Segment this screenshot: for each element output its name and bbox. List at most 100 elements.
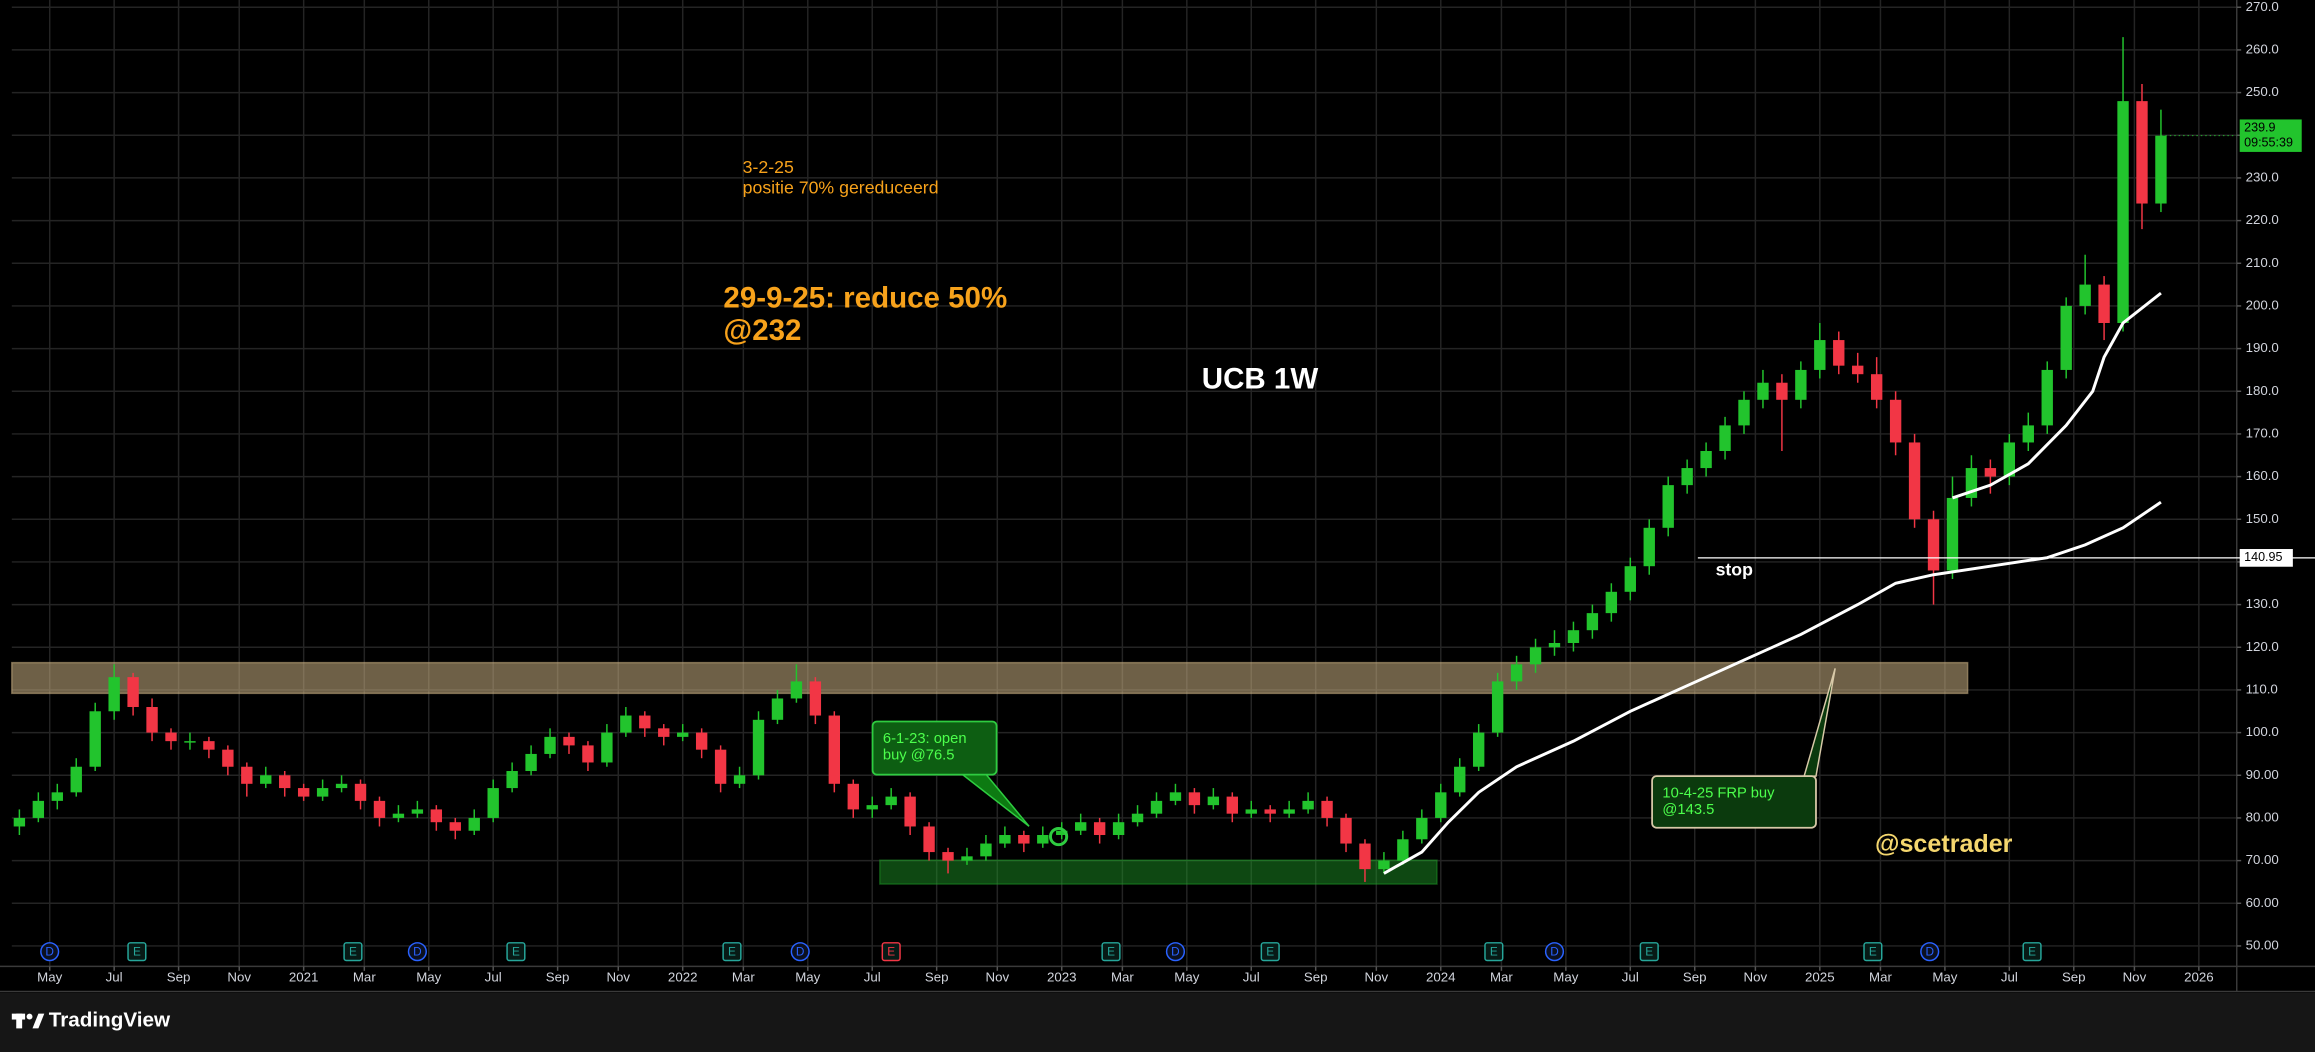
x-tick-label: Sep [167, 970, 191, 985]
event-label: E [512, 945, 520, 959]
candle-body [1833, 340, 1845, 366]
candle-body [411, 809, 424, 814]
last-price-label: 239.9 [2244, 121, 2275, 135]
candle-body [790, 681, 803, 699]
entry-circle [1048, 826, 1069, 847]
candle-body [51, 792, 63, 801]
x-tick-label: Sep [1304, 970, 1328, 985]
logo-part [26, 1013, 33, 1020]
event-label: D [45, 945, 54, 959]
candle-body [582, 745, 594, 763]
x-tick-label: Nov [986, 970, 1010, 985]
moving-averages [1383, 291, 2162, 875]
event-marker [1544, 942, 1565, 962]
candle-body [1056, 830, 1068, 836]
candle-body [222, 749, 234, 767]
event-label: D [1550, 945, 1559, 959]
x-tick-label: May [1932, 970, 1957, 985]
annotation: @232 [723, 314, 801, 347]
candle-body [1454, 766, 1466, 793]
y-tick-label: 120.0 [2246, 639, 2279, 654]
candle-body [2022, 425, 2034, 443]
x-tick-label: Jul [864, 970, 881, 985]
candle-body [2117, 101, 2129, 323]
callout-box [1651, 775, 1817, 829]
callout-text: 10-4-25 FRP buy [1662, 786, 1775, 802]
y-tick-label: 60.00 [2246, 895, 2279, 910]
x-tick-label: May [1553, 970, 1578, 985]
event-marker [1101, 942, 1121, 962]
x-tick-label: Mar [1869, 970, 1892, 985]
y-tick-label: 230.0 [2246, 169, 2279, 184]
y-tick-label: 130.0 [2246, 596, 2279, 611]
candle-body [1984, 468, 1997, 477]
candle-body [866, 805, 878, 810]
candle-body [89, 711, 101, 767]
candle-body [658, 728, 670, 737]
candle-body [1169, 792, 1182, 801]
candle-body [771, 698, 784, 720]
brand-logo [11, 1013, 45, 1029]
candle-body [1131, 813, 1144, 823]
event-label: E [349, 945, 357, 959]
candle-body [392, 813, 405, 818]
candle-body [1889, 399, 1902, 443]
event-label: E [1107, 945, 1115, 959]
callout-text: buy @76.5 [883, 747, 955, 763]
event-label: D [1171, 945, 1180, 959]
candle-body [1472, 732, 1485, 767]
candle-body [1757, 382, 1769, 400]
candle-body [2098, 284, 2110, 323]
annotation: 29-9-25: reduce 50% [723, 281, 1007, 314]
x-tick-label: Nov [1365, 970, 1389, 985]
candle-body [677, 732, 689, 737]
event-marker [40, 942, 60, 962]
candle-body [1302, 800, 1314, 810]
y-tick-label: 210.0 [2246, 255, 2279, 270]
x-tick-label: Nov [227, 970, 251, 985]
stop-label: stop [1716, 560, 1754, 580]
y-tick-label: 90.00 [2246, 767, 2279, 782]
symbol-label: UCB 1W [1202, 362, 1319, 395]
x-tick-label: Mar [353, 970, 376, 985]
x-tick-label: 2025 [1805, 970, 1835, 985]
candle-body [1814, 340, 1826, 370]
candle-body [1946, 497, 1959, 571]
price-axis-panel [2236, 0, 2315, 992]
price-zone [879, 859, 1438, 885]
candle-body [13, 817, 26, 827]
x-tick-label: 2022 [668, 970, 698, 985]
candle-body [1681, 468, 1693, 486]
candle-body [847, 783, 859, 810]
candle-body [1188, 792, 1201, 806]
candle-body [733, 775, 746, 784]
candle-body [1397, 839, 1409, 861]
candle-body [468, 817, 480, 831]
candle-body [1927, 519, 1940, 571]
candle-body [32, 800, 45, 818]
x-tick-label: 2026 [2184, 970, 2214, 985]
logo-part [32, 1013, 45, 1029]
zones [11, 661, 1969, 885]
x-tick-label: Jul [2001, 970, 2018, 985]
y-tick-label: 260.0 [2246, 41, 2279, 56]
candle-body [108, 677, 120, 712]
candle-body [127, 677, 139, 708]
moving-average [1951, 291, 2162, 500]
event-marker [343, 942, 363, 962]
x-tick-label: Sep [2062, 970, 2086, 985]
candle-body [487, 788, 499, 818]
candle-body [1567, 630, 1580, 644]
candle-body [809, 681, 822, 716]
x-tick-label: Mar [1111, 970, 1134, 985]
price-zone [11, 661, 1969, 695]
candle-body [525, 753, 537, 772]
event-marker [127, 942, 147, 962]
y-tick-label: 170.0 [2246, 425, 2279, 440]
x-tick-label: Jul [1243, 970, 1260, 985]
y-tick-label: 100.0 [2246, 724, 2279, 739]
candle-body [639, 715, 651, 729]
candle-body [1321, 800, 1333, 818]
x-tick-label: May [1174, 970, 1199, 985]
